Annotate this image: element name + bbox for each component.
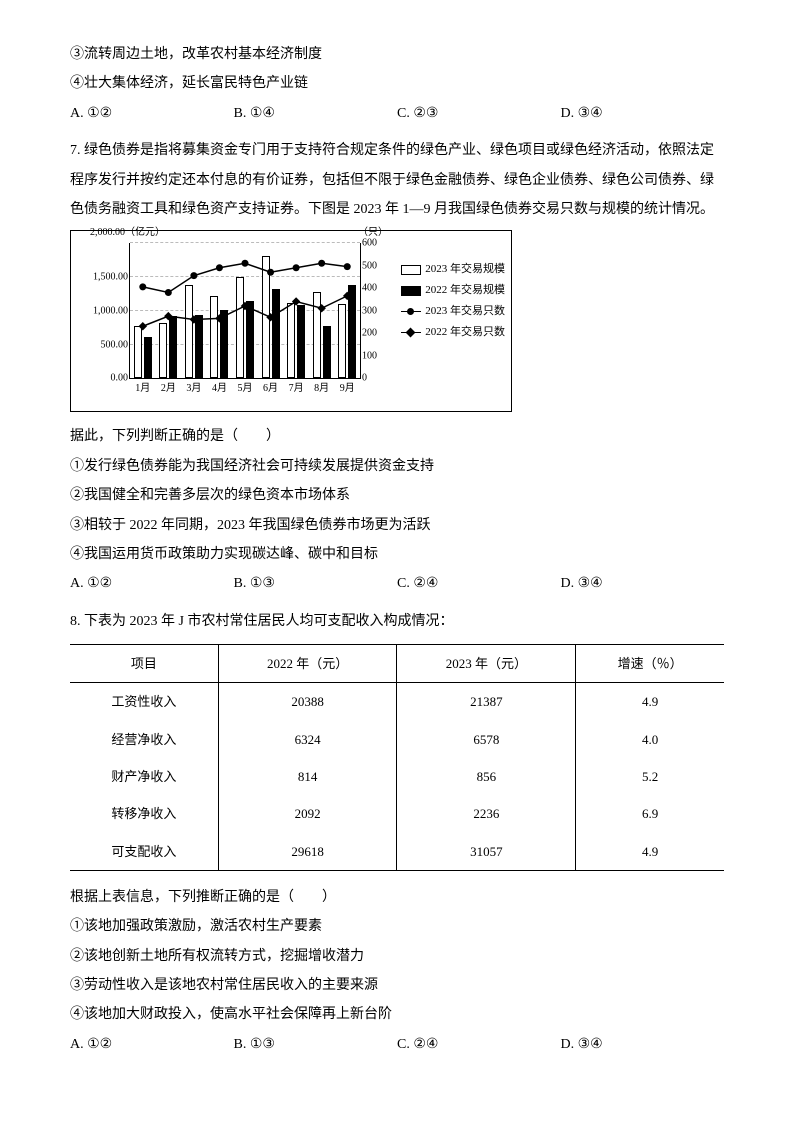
table-row: 转移净收入209222366.9 bbox=[70, 795, 724, 832]
x-tick: 4月 bbox=[212, 378, 227, 399]
y-right-tick: 500 bbox=[362, 255, 377, 276]
table-row: 工资性收入20388213874.9 bbox=[70, 683, 724, 721]
q6-opt-b: B. ①④ bbox=[234, 99, 398, 128]
x-tick: 1月 bbox=[135, 378, 150, 399]
x-tick: 5月 bbox=[238, 378, 253, 399]
line-series bbox=[130, 243, 360, 378]
y-right-tick: 100 bbox=[362, 345, 377, 366]
q8-stmt3: ③劳动性收入是该地农村常住居民收入的主要来源 bbox=[70, 971, 724, 1000]
q7-opt-d: D. ③④ bbox=[561, 569, 725, 598]
q6-opt-a: A. ①② bbox=[70, 99, 234, 128]
legend-line-2022: 2022 年交易只数 bbox=[425, 322, 505, 343]
x-tick: 6月 bbox=[263, 378, 278, 399]
x-tick: 2月 bbox=[161, 378, 176, 399]
table-cell: 6.9 bbox=[576, 795, 724, 832]
table-cell: 5.2 bbox=[576, 758, 724, 795]
q8-stmt1: ①该地加强政策激励，激活农村生产要素 bbox=[70, 912, 724, 941]
y-right-tick: 200 bbox=[362, 323, 377, 344]
q7-stmt2: ②我国健全和完善多层次的绿色资本市场体系 bbox=[70, 481, 724, 510]
q8-options: A. ①② B. ①③ C. ②④ D. ③④ bbox=[70, 1030, 724, 1059]
q6-options: A. ①② B. ①④ C. ②③ D. ③④ bbox=[70, 99, 724, 128]
y-left-tick: 1,000.00 bbox=[93, 300, 128, 321]
y-right-tick: 400 bbox=[362, 278, 377, 299]
y-left-unit: 2,000.00（亿元） bbox=[90, 222, 165, 243]
table-cell: 2092 bbox=[218, 795, 397, 832]
table-cell: 20388 bbox=[218, 683, 397, 721]
x-tick: 7月 bbox=[289, 378, 304, 399]
table-cell: 财产净收入 bbox=[70, 758, 218, 795]
q7-options: A. ①② B. ①③ C. ②④ D. ③④ bbox=[70, 569, 724, 598]
y-left-tick: 1,500.00 bbox=[93, 267, 128, 288]
table-cell: 4.9 bbox=[576, 833, 724, 871]
table-cell: 31057 bbox=[397, 833, 576, 871]
table-cell: 856 bbox=[397, 758, 576, 795]
q7-chart: 2,000.00（亿元） （只） 0.00500.001,000.001,500… bbox=[70, 230, 512, 412]
q6-opt-c: C. ②③ bbox=[397, 99, 561, 128]
q8-stmt2: ②该地创新土地所有权流转方式，挖掘增收潜力 bbox=[70, 942, 724, 971]
table-cell: 6578 bbox=[397, 721, 576, 758]
table-row: 经营净收入632465784.0 bbox=[70, 721, 724, 758]
q7-lead: 据此，下列判断正确的是（ ） bbox=[70, 422, 724, 451]
table-cell: 经营净收入 bbox=[70, 721, 218, 758]
q7-stem: 7. 绿色债券是指将募集资金专门用于支持符合规定条件的绿色产业、绿色项目或绿色经… bbox=[70, 136, 724, 224]
q6-stmt4: ④壮大集体经济，延长富民特色产业链 bbox=[70, 69, 724, 98]
table-header: 2022 年（元） bbox=[218, 645, 397, 683]
table-row: 财产净收入8148565.2 bbox=[70, 758, 724, 795]
legend-bar-2022: 2022 年交易规模 bbox=[425, 280, 505, 301]
table-row: 可支配收入29618310574.9 bbox=[70, 833, 724, 871]
table-cell: 6324 bbox=[218, 721, 397, 758]
y-right-tick: 0 bbox=[362, 368, 367, 389]
q7-opt-b: B. ①③ bbox=[234, 569, 398, 598]
x-tick: 3月 bbox=[186, 378, 201, 399]
q8-opt-d: D. ③④ bbox=[561, 1030, 725, 1059]
table-cell: 4.0 bbox=[576, 721, 724, 758]
chart-legend: 2023 年交易规模 2022 年交易规模 2023 年交易只数 2022 年交… bbox=[401, 259, 505, 343]
x-tick: 9月 bbox=[340, 378, 355, 399]
q8-lead: 根据上表信息，下列推断正确的是（ ） bbox=[70, 883, 724, 912]
table-header: 增速（％） bbox=[576, 645, 724, 683]
q7-stmt1: ①发行绿色债券能为我国经济社会可持续发展提供资金支持 bbox=[70, 452, 724, 481]
q8-stem: 8. 下表为 2023 年 J 市农村常住居民人均可支配收入构成情况： bbox=[70, 607, 724, 636]
q6-stmt3: ③流转周边土地，改革农村基本经济制度 bbox=[70, 40, 724, 69]
y-left-tick: 500.00 bbox=[101, 334, 129, 355]
legend-bar-2023: 2023 年交易规模 bbox=[425, 259, 505, 280]
q7-opt-c: C. ②④ bbox=[397, 569, 561, 598]
table-cell: 2236 bbox=[397, 795, 576, 832]
table-cell: 29618 bbox=[218, 833, 397, 871]
y-right-tick: 300 bbox=[362, 300, 377, 321]
table-header: 2023 年（元） bbox=[397, 645, 576, 683]
q8-opt-c: C. ②④ bbox=[397, 1030, 561, 1059]
x-tick: 8月 bbox=[314, 378, 329, 399]
y-left-tick: 0.00 bbox=[111, 368, 129, 389]
legend-line-2023: 2023 年交易只数 bbox=[425, 301, 505, 322]
table-cell: 工资性收入 bbox=[70, 683, 218, 721]
table-cell: 可支配收入 bbox=[70, 833, 218, 871]
table-cell: 4.9 bbox=[576, 683, 724, 721]
q8-stmt4: ④该地加大财政投入，使高水平社会保障再上新台阶 bbox=[70, 1000, 724, 1029]
table-header: 项目 bbox=[70, 645, 218, 683]
q8-opt-b: B. ①③ bbox=[234, 1030, 398, 1059]
q6-opt-d: D. ③④ bbox=[561, 99, 725, 128]
q7-stmt4: ④我国运用货币政策助力实现碳达峰、碳中和目标 bbox=[70, 540, 724, 569]
table-cell: 814 bbox=[218, 758, 397, 795]
table-cell: 21387 bbox=[397, 683, 576, 721]
y-right-tick: 600 bbox=[362, 233, 377, 254]
table-cell: 转移净收入 bbox=[70, 795, 218, 832]
q8-table: 项目2022 年（元）2023 年（元）增速（％） 工资性收入203882138… bbox=[70, 644, 724, 871]
q7-stmt3: ③相较于 2022 年同期，2023 年我国绿色债券市场更为活跃 bbox=[70, 511, 724, 540]
q7-opt-a: A. ①② bbox=[70, 569, 234, 598]
q8-opt-a: A. ①② bbox=[70, 1030, 234, 1059]
